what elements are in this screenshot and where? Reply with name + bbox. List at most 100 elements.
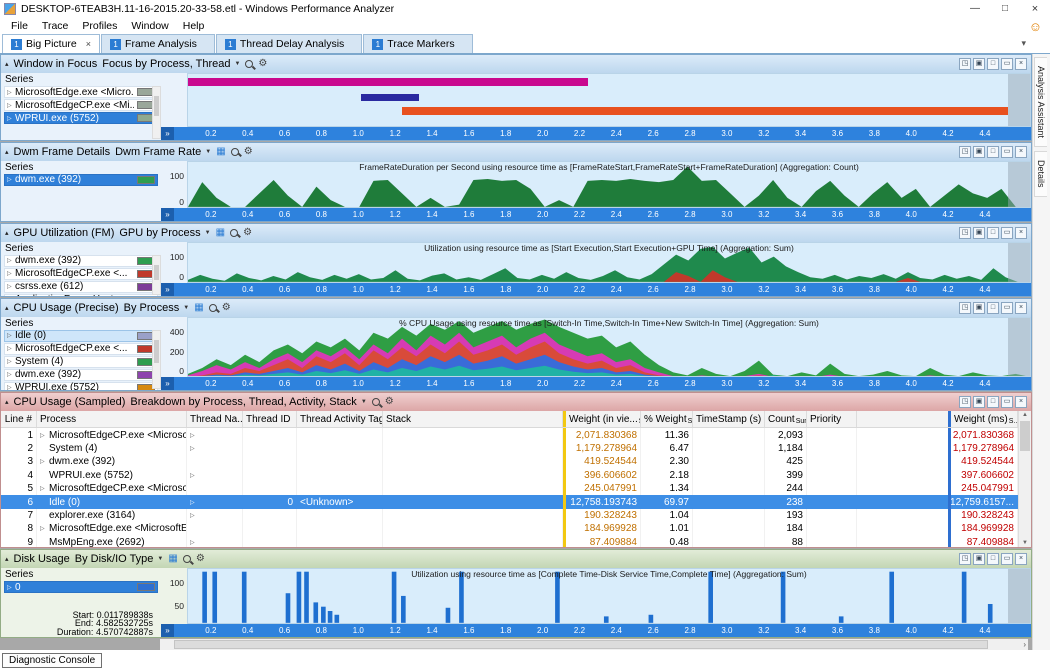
series-item[interactable]: ▷ WPRUI.exe (5752) [4,112,158,124]
menu-item[interactable]: Profiles [82,20,118,32]
expander-icon[interactable]: ▷ [7,284,12,291]
gear-icon[interactable]: ⚙ [258,58,268,69]
expander-icon[interactable]: ▷ [190,432,195,439]
gear-icon[interactable]: ⚙ [221,301,231,313]
table-row[interactable]: 9 MsMpEng.exe (2692) ▷ 87.409884 0.48 88 [1,535,1018,548]
expander-icon[interactable]: ▷ [7,333,12,340]
column-header[interactable] [857,411,948,427]
table-row[interactable]: 7 explorer.exe (3164) ▷ 190.328243 1.04 … [1,508,1018,523]
panel-control-icon[interactable]: ◳ [959,145,971,158]
gear-icon[interactable]: ⚙ [243,226,253,238]
column-header[interactable]: Thread ID [243,411,297,428]
gear-icon[interactable]: ⚙ [243,145,253,157]
panel-control-icon[interactable]: × [1015,226,1027,239]
panel-control-icon[interactable]: □ [987,553,999,566]
expander-icon[interactable]: ▷ [40,486,45,493]
menu-item[interactable]: File [11,20,28,32]
series-item[interactable]: ▷ MicrosoftEdgeCP.exe <... [4,267,158,280]
table-scrollbar[interactable]: ▲ ▼ [1018,411,1031,548]
collapse-icon[interactable]: ▴ [5,61,9,68]
graph-type-icon[interactable]: ▦ [216,145,226,157]
expander-icon[interactable]: ▷ [7,258,12,265]
tab-close-icon[interactable]: × [85,39,92,49]
view-tab[interactable]: 1 Big Picture × [2,34,101,53]
search-icon[interactable] [208,303,217,312]
column-header[interactable]: TimeStamp (s) [693,411,765,428]
panel-control-icon[interactable]: ◳ [959,58,971,70]
collapse-icon[interactable]: ▴ [5,556,9,564]
panel-control-icon[interactable]: ▭ [1001,58,1013,70]
collapse-icon[interactable]: ▴ [5,399,9,407]
frame-rate-plot[interactable] [187,160,1031,208]
series-item[interactable]: ▷ csrss.exe (612) [4,280,158,293]
expander-icon[interactable]: ▷ [7,89,12,96]
panel-control-icon[interactable]: ◳ [959,226,971,239]
graph-type-icon[interactable]: ▦ [194,301,204,313]
collapse-icon[interactable]: ▴ [5,148,9,156]
minimize-button[interactable]: — [970,2,980,14]
cpu-plot[interactable] [187,316,1031,378]
expander-icon[interactable]: ▷ [190,512,195,519]
time-ruler[interactable]: » 0.2 0.4 0.6 0.8 1.0 1.2 1.4 1.6 1.8 2.0 2.2 2.4 2.… [161,207,1031,221]
time-ruler[interactable]: » 0.2 0.4 0.6 0.8 1.0 1.2 1.4 1.6 1.8 2.0 2.2 2.4 2.… [161,282,1031,296]
gear-icon[interactable]: ⚙ [384,396,394,408]
table-row[interactable]: 3 ▷ dwm.exe (392) 419.524544 2.30 425 [1,455,1018,469]
gpu-plot[interactable] [187,241,1031,283]
panel-control-icon[interactable]: □ [987,396,999,409]
tab-overflow-chevron[interactable]: ▾ [1021,38,1026,48]
close-button[interactable]: × [1031,2,1039,15]
scroll-down-icon[interactable]: ▼ [1022,540,1028,547]
column-header[interactable]: Thread Na... [187,411,243,428]
ruler-stub-icon[interactable]: » [161,207,174,221]
time-ruler[interactable]: » 0.2 0.4 0.6 0.8 1.0 1.2 1.4 1.6 1.8 2.0 2.2 2.4 2.… [161,624,1031,637]
gear-icon[interactable]: ⚙ [195,553,205,565]
time-axis[interactable]: 0.2 0.4 0.6 0.8 1.0 1.2 1.4 1.6 1.8 2.0 2.2 2.4 2.6 2… [174,624,1031,637]
expander-icon[interactable]: ▷ [7,346,12,353]
scroll-up-icon[interactable]: ▲ [1022,412,1028,419]
series-item[interactable]: ▷ dwm.exe (392) [4,254,158,267]
view-tab[interactable]: 1 Trace Markers [363,34,473,53]
panel-control-icon[interactable]: ◳ [959,301,971,314]
column-header[interactable]: Line # [1,411,37,428]
table-row[interactable]: 5 ▷ MicrosoftEdgeCP.exe <Microsof... 245.… [1,481,1018,496]
menu-item[interactable]: Help [182,20,205,32]
series-item[interactable]: ▷ ApplicationFrameHost.... [4,293,158,296]
time-axis[interactable]: 0.2 0.4 0.6 0.8 1.0 1.2 1.4 1.6 1.8 2.0 2.2 2.4 2.6 2… [174,377,1031,390]
expander-icon[interactable]: ▷ [40,459,45,466]
search-icon[interactable] [245,60,254,68]
expander-icon[interactable]: ▷ [190,446,195,452]
panel-control-icon[interactable]: × [1015,553,1027,566]
column-header[interactable]: Weight (ms)S... [948,411,1018,428]
expander-icon[interactable]: ▷ [7,177,12,184]
panel-control-icon[interactable]: ▣ [973,226,985,239]
column-header[interactable]: Priority [807,411,857,428]
table-row[interactable]: 4 WPRUI.exe (5752) ▷ 396.606602 2.18 399 [1,468,1018,482]
side-tab[interactable]: Analysis Assistant [1034,57,1047,148]
preset-selector[interactable]: GPU by Process ▼ [119,226,211,239]
menu-item[interactable]: Trace [41,20,69,32]
panel-control-icon[interactable]: ▭ [1001,145,1013,158]
panel-control-icon[interactable]: × [1015,301,1027,314]
panel-control-icon[interactable]: × [1015,396,1027,409]
table-row[interactable]: 8 ▷ MicrosoftEdge.exe <MicrosoftE... 184.… [1,522,1018,536]
panel-control-icon[interactable]: ▣ [973,145,985,158]
maximize-button[interactable]: □ [1001,2,1009,14]
graph-type-icon[interactable]: ▦ [168,553,178,565]
panel-control-icon[interactable]: □ [987,145,999,158]
collapse-icon[interactable]: ▴ [5,304,9,312]
panel-control-icon[interactable]: □ [987,301,999,314]
series-item[interactable]: ▷ System (4) [4,355,158,368]
expander-icon[interactable]: ▷ [7,385,12,391]
ruler-stub-icon[interactable]: » [161,282,174,296]
expander-icon[interactable]: ▷ [7,271,12,278]
panel-control-icon[interactable]: ▣ [973,58,985,70]
time-axis[interactable]: 0.2 0.4 0.6 0.8 1.0 1.2 1.4 1.6 1.8 2.0 2.2 2.4 2.6 2… [174,208,1031,221]
panel-control-icon[interactable]: ◳ [959,553,971,566]
expander-icon[interactable]: ▷ [190,499,195,506]
preset-selector[interactable]: By Process ▼ [123,301,190,314]
time-axis[interactable]: 0.2 0.4 0.6 0.8 1.0 1.2 1.4 1.6 1.8 2.0 2.2 2.4 2.6 2… [174,283,1031,296]
panel-control-icon[interactable]: ▣ [973,301,985,314]
time-axis[interactable]: 0.2 0.4 0.6 0.8 1.0 1.2 1.4 1.6 1.8 2.0 2.2 2.4 2.6 2… [174,127,1031,140]
side-tab[interactable]: Details [1034,151,1047,197]
panel-control-icon[interactable]: □ [987,226,999,239]
